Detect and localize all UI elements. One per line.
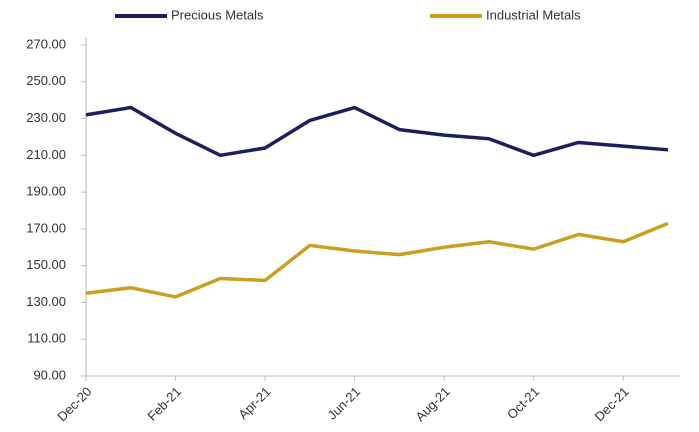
y-tick-label: 150.00 <box>26 257 66 272</box>
series-line <box>85 105 669 158</box>
y-tick-label: 270.00 <box>26 36 66 51</box>
y-tick-label: 110.00 <box>27 331 66 346</box>
y-tick-label: 90.00 <box>33 367 66 382</box>
series-line <box>85 221 669 299</box>
x-tick-label: Feb-21 <box>144 384 184 424</box>
x-tick-label: Dec-20 <box>54 384 94 424</box>
x-tick-label: Oct-21 <box>504 384 542 422</box>
x-tick-label: Aug-21 <box>412 384 452 424</box>
legend-label: Precious Metals <box>171 7 264 22</box>
x-tick-label: Apr-21 <box>235 384 273 422</box>
y-tick-label: 190.00 <box>26 184 66 199</box>
y-tick-label: 230.00 <box>26 110 66 125</box>
y-tick-label: 210.00 <box>26 147 66 162</box>
legend-label: Industrial Metals <box>486 7 581 22</box>
y-tick-label: 170.00 <box>26 220 66 235</box>
x-tick-label: Dec-21 <box>592 384 632 424</box>
y-tick-label: 130.00 <box>26 294 66 309</box>
y-tick-label: 250.00 <box>26 73 66 88</box>
x-tick-label: Jun-21 <box>324 384 363 423</box>
